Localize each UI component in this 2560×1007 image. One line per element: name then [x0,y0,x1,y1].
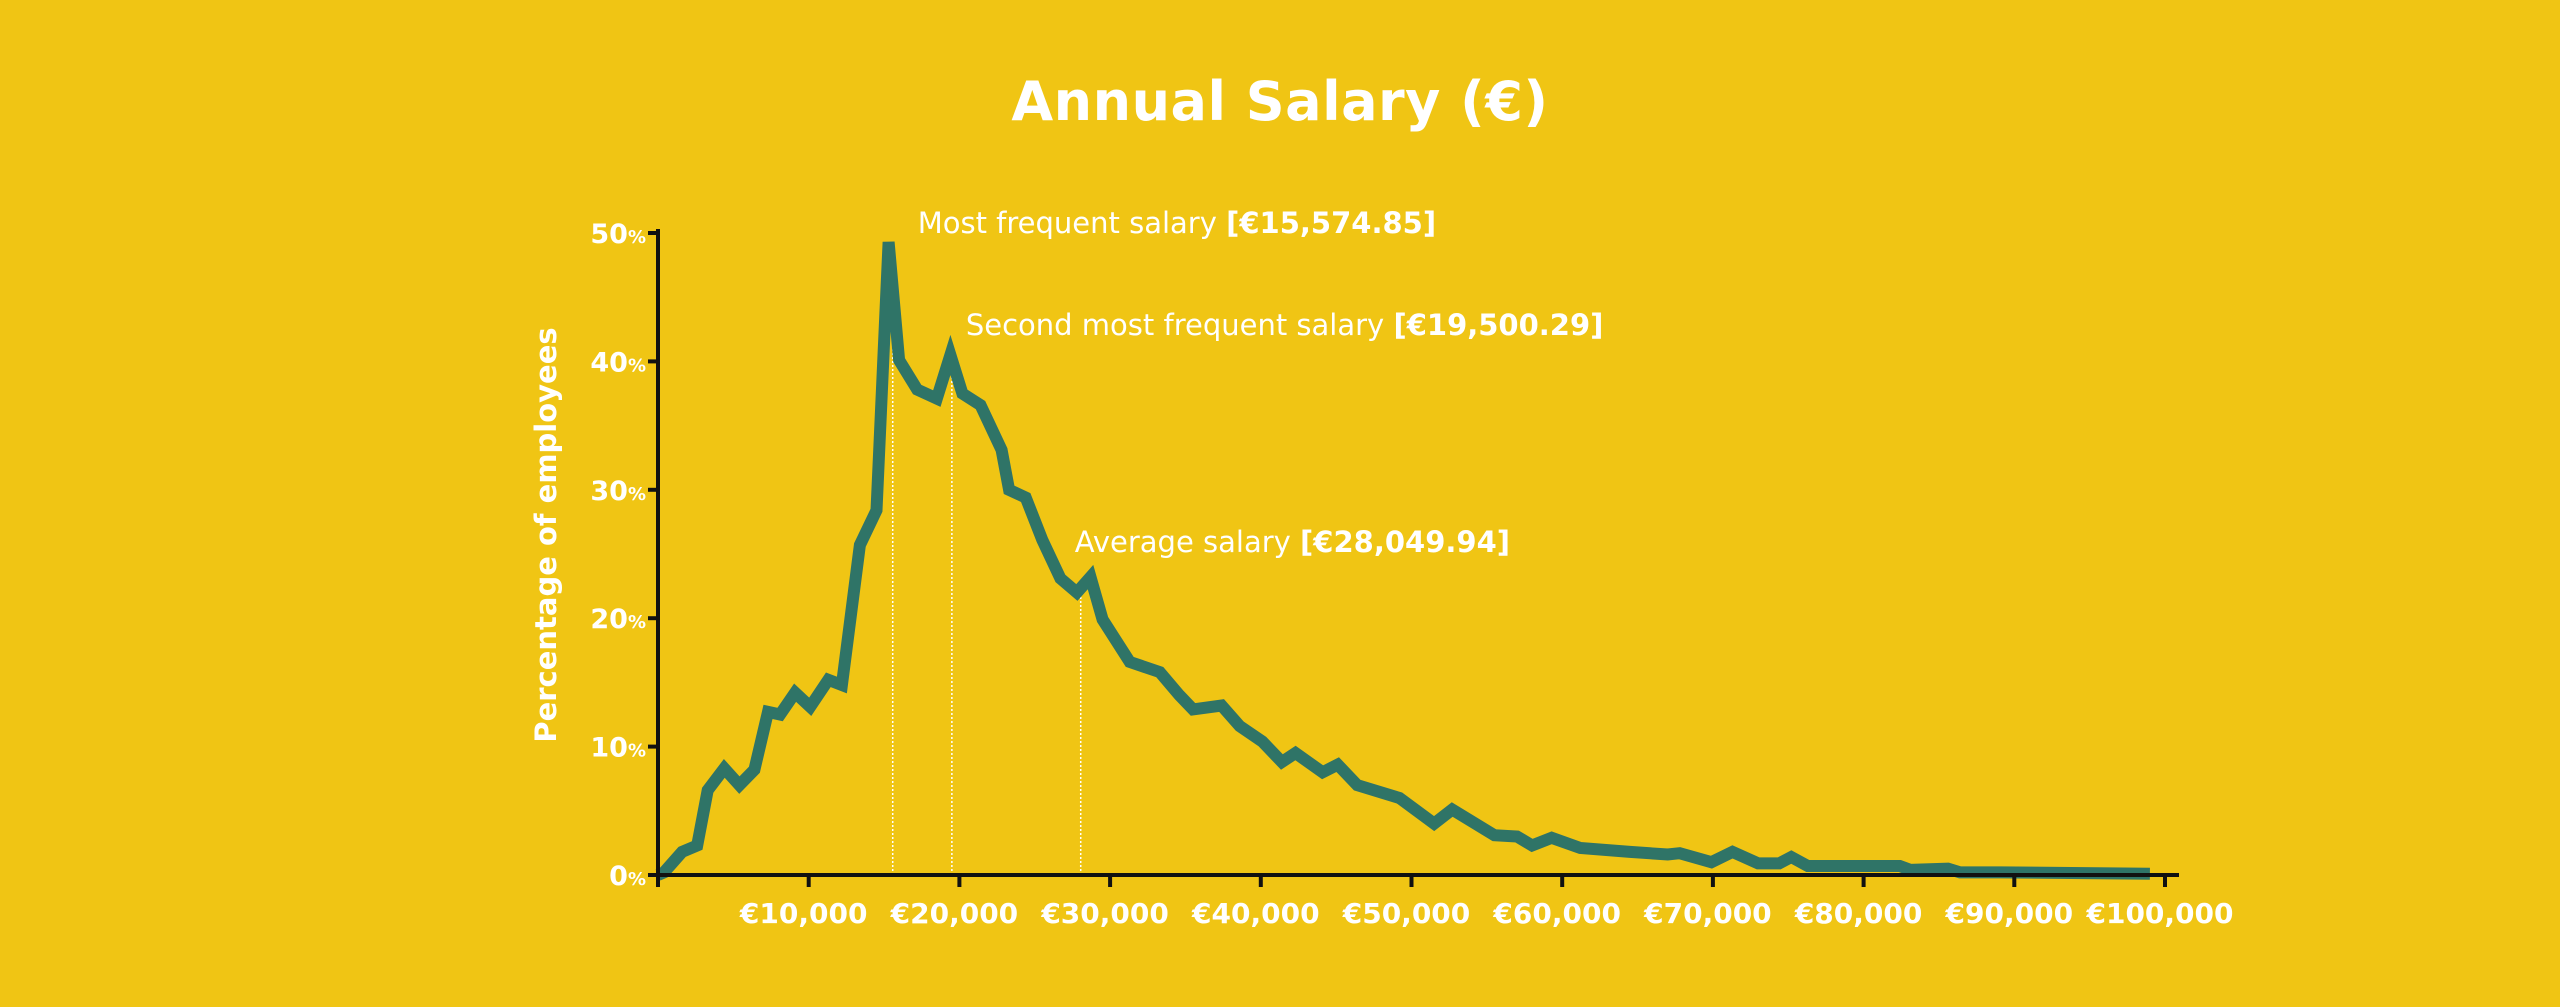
y-tick-label: 0% [609,861,646,892]
y-tick-suffix: % [628,869,646,890]
x-tick-label: €20,000 [890,897,1019,930]
x-tick-label: €50,000 [1342,897,1471,930]
annotation-text: Second most frequent salary [966,308,1394,342]
y-tick-value: 10 [590,733,628,764]
y-tick-value: 40 [590,347,628,378]
x-tick-label: €10,000 [739,897,868,930]
annotation-label: Average salary [€28,049.94] [1075,525,1510,559]
x-tick-label: €90,000 [1945,897,2074,930]
y-axis-label: Percentage of employees [529,327,563,742]
annotation-text: Most frequent salary [918,206,1226,240]
y-tick-suffix: % [628,612,646,633]
y-tick-value: 50 [590,219,628,250]
x-tick-label: €30,000 [1040,897,1169,930]
annotation-labels: Most frequent salary [€15,574.85] Second … [918,206,1604,559]
y-tick-suffix: % [628,355,646,376]
axes [650,229,2179,887]
y-tick-label: 20% [590,604,646,635]
annotation-label: Most frequent salary [€15,574.85] [918,206,1436,240]
annotation-text: Average salary [1075,525,1300,559]
annotation-value: [€15,574.85] [1226,206,1436,240]
y-tick-value: 0 [609,861,628,892]
chart-title: Annual Salary (€) [1011,70,1549,133]
x-tick-label: €40,000 [1191,897,1320,930]
annotation-lines [891,251,1082,875]
x-tick-label: €80,000 [1794,897,1923,930]
annotation-label: Second most frequent salary [€19,500.29] [966,308,1604,342]
x-ticks: €10,000 €20,000 €30,000 €40,000 €50,000 €60,0… [656,875,2234,930]
y-tick-label: 40% [590,347,646,378]
y-ticks: 0%10%20%30%40%50% [590,219,658,892]
annotation-value: [€28,049.94] [1300,525,1510,559]
y-tick-suffix: % [628,484,646,505]
series-line-percentage-of-employees [655,241,2150,881]
x-tick-label: €70,000 [1643,897,1772,930]
y-tick-label: 10% [590,733,646,764]
y-tick-value: 20 [590,604,628,635]
y-tick-suffix: % [628,741,646,762]
annotation-value: [€19,500.29] [1393,308,1603,342]
y-tick-label: 50% [590,219,646,250]
x-tick-label: €100,000 [2085,897,2233,930]
y-tick-suffix: % [628,227,646,248]
y-tick-value: 30 [590,476,628,507]
y-tick-label: 30% [590,476,646,507]
x-tick-label: €60,000 [1492,897,1621,930]
